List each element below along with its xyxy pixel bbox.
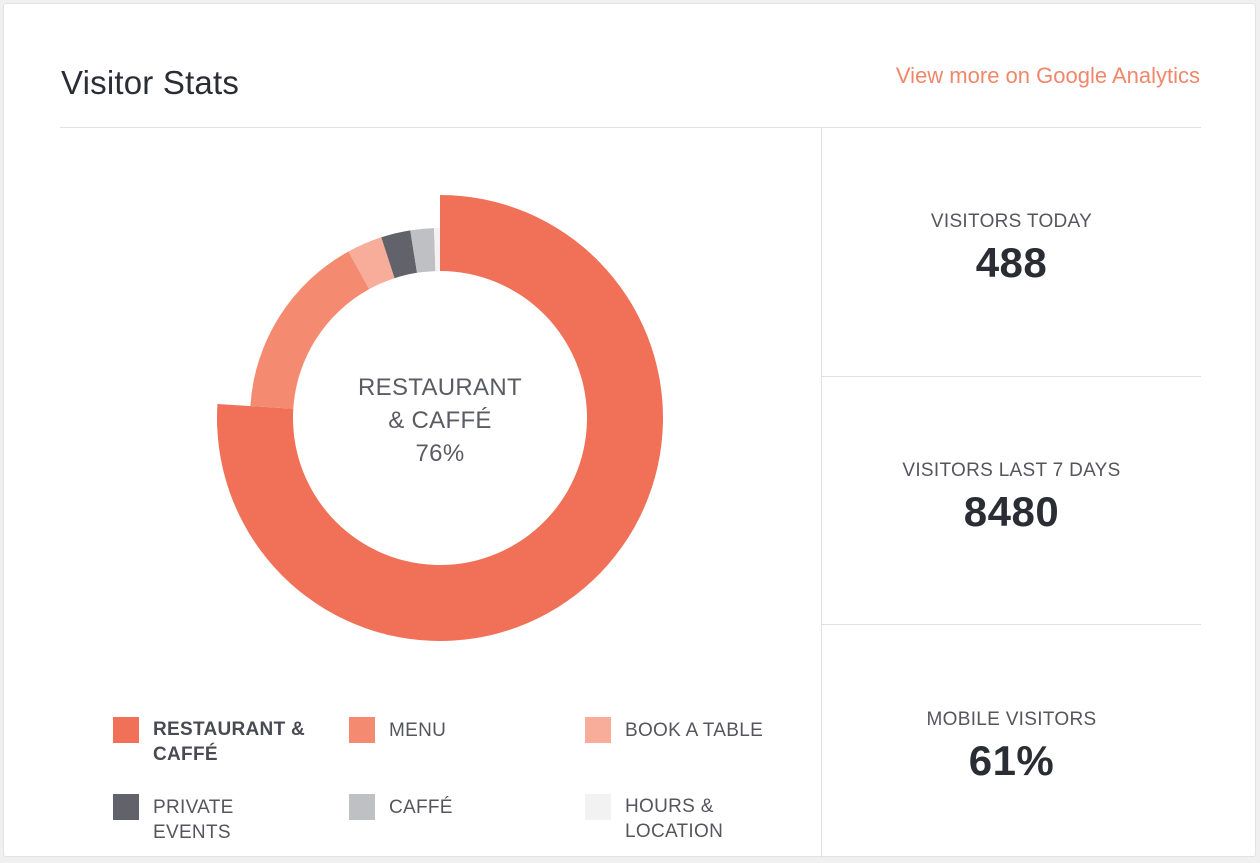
legend-label: HOURS & LOCATION [625,796,724,842]
legend-item-hours-location[interactable]: HOURS & LOCATION [585,794,745,844]
stat-value: 8480 [963,488,1060,535]
stat-value: 488 [975,239,1048,286]
chart-legend: RESTAURANT & CAFFÉ MENU BOOK A TABLE PRI… [4,4,821,858]
donut-chart: RESTAURANT & CAFFÉ 76% [4,128,821,688]
stat-label: VISITORS LAST 7 DAYS [902,460,1121,481]
legend-swatch [585,717,611,743]
legend-item-menu[interactable]: MENU [349,717,549,743]
legend-item-caffe[interactable]: CAFFÉ [349,794,549,820]
stat-divider [822,624,1201,625]
legend-label: PRIVATE EVENTS [153,797,234,843]
stat-divider [822,376,1201,377]
legend-swatch [113,794,139,820]
donut-slice-restaurant-caff[interactable] [216,195,663,641]
header-divider [60,127,1201,128]
legend-swatch [113,717,139,743]
legend-swatch [585,794,611,820]
donut-slice-book-a-table[interactable] [348,237,395,290]
card-title: Visitor Stats [61,64,240,101]
legend-item-private-events[interactable]: PRIVATE EVENTS [113,794,313,845]
google-analytics-link[interactable]: View more on Google Analytics [895,63,1200,88]
legend-label: MENU [389,720,447,741]
legend-swatch [349,794,375,820]
stat-visitors-last-7-days: VISITORS LAST 7 DAYS 8480 [822,460,1201,536]
visitor-stats-card: Visitor Stats View more on Google Analyt… [3,3,1256,858]
center-label-line1: RESTAURANT [358,374,522,401]
donut-slice-hours-location[interactable] [434,228,440,272]
center-label-line2: & CAFFÉ [388,407,492,434]
legend-label: BOOK A TABLE [625,720,764,741]
legend-label: RESTAURANT & CAFFÉ [153,719,306,765]
donut-slice-menu[interactable] [250,251,370,409]
donut-slice-private-events[interactable] [381,230,418,279]
center-label-percent: 76% [415,440,465,467]
stat-visitors-today: VISITORS TODAY 488 [822,211,1201,287]
stat-value: 61% [968,737,1055,784]
stat-label: MOBILE VISITORS [926,709,1097,730]
donut-chart-svg [216,195,663,641]
stat-label: VISITORS TODAY [930,211,1093,232]
stat-mobile-visitors: MOBILE VISITORS 61% [822,709,1201,785]
donut-center-label: RESTAURANT & CAFFÉ 76% [340,371,540,470]
column-divider [821,128,822,858]
legend-swatch [349,717,375,743]
donut-slice-caff[interactable] [410,228,436,273]
legend-item-book-a-table[interactable]: BOOK A TABLE [585,717,785,743]
legend-label: CAFFÉ [389,797,453,818]
legend-item-restaurant-caffe[interactable]: RESTAURANT & CAFFÉ [113,717,313,767]
